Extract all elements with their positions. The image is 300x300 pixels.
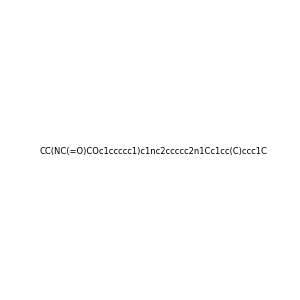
Text: CC(NC(=O)COc1ccccc1)c1nc2ccccc2n1Cc1cc(C)ccc1C: CC(NC(=O)COc1ccccc1)c1nc2ccccc2n1Cc1cc(C… — [40, 147, 268, 156]
